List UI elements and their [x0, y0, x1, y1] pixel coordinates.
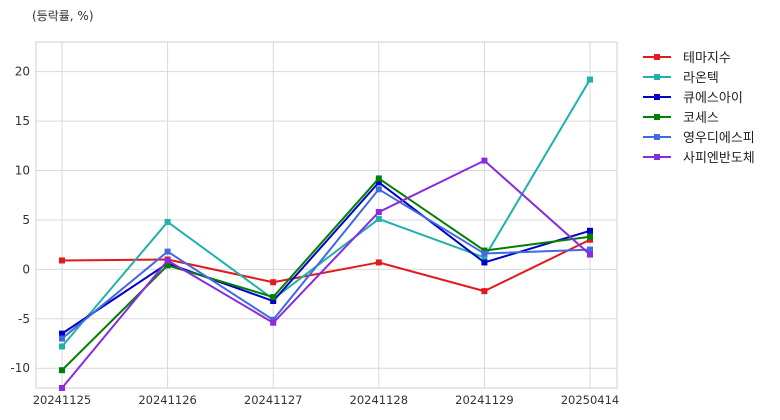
series-line — [61, 159, 591, 389]
data-point — [481, 157, 488, 164]
legend-swatch-marker — [654, 154, 660, 160]
legend-label: 코세스 — [683, 111, 719, 126]
legend-item: 큐에스아이 — [643, 91, 743, 106]
legend-swatch-marker — [654, 54, 660, 60]
data-point — [587, 233, 593, 240]
y-tick-label: -5 — [18, 312, 30, 326]
series-group — [59, 76, 593, 391]
y-tick-label: 20 — [15, 65, 30, 79]
data-point — [59, 257, 65, 264]
data-point — [587, 76, 593, 83]
legend-label: 영우디에스피 — [683, 131, 755, 146]
data-point — [164, 257, 171, 264]
data-point — [59, 335, 65, 342]
data-point — [164, 218, 171, 225]
legend-swatch-marker — [654, 94, 660, 100]
data-point — [481, 288, 488, 295]
data-point — [375, 179, 382, 186]
data-point — [270, 279, 277, 286]
series-1 — [59, 236, 593, 295]
x-tick-label: 20241127 — [244, 393, 303, 407]
data-point — [587, 227, 593, 234]
grid-lines — [36, 42, 617, 388]
legend-item: 테마지수 — [643, 51, 731, 66]
legend-item: 사피엔반도체 — [643, 151, 755, 166]
x-axis: 20241125 20241126 20241127 20241128 20241129… — [33, 393, 620, 407]
data-point — [59, 343, 65, 350]
data-point — [375, 175, 382, 182]
y-tick-label: -10 — [10, 361, 30, 375]
data-point — [164, 262, 171, 269]
unit-note: (등락률, %) — [32, 9, 94, 23]
x-tick-label: 20241128 — [350, 393, 409, 407]
data-point — [375, 186, 382, 193]
y-tick-label: 0 — [22, 262, 30, 276]
y-tick-label: 15 — [15, 114, 30, 128]
data-point — [59, 367, 65, 374]
x-tick-label: 20241125 — [33, 393, 92, 407]
plot-area — [35, 41, 618, 389]
data-point — [164, 248, 171, 255]
data-point — [270, 319, 277, 326]
legend-swatch-marker — [654, 74, 660, 80]
data-point — [59, 330, 65, 337]
series-line — [61, 181, 591, 335]
x-tick-label: 20250414 — [561, 393, 620, 407]
data-point — [59, 385, 65, 391]
y-axis: -10 -5 0 5 10 15 20 — [10, 65, 30, 376]
y-tick-label: 10 — [15, 164, 30, 178]
data-point — [375, 209, 382, 216]
data-point — [481, 254, 488, 261]
series-line — [61, 79, 591, 348]
data-point — [270, 294, 277, 301]
series-6 — [59, 157, 593, 391]
legend-item: 영우디에스피 — [643, 131, 755, 146]
series-line — [61, 188, 591, 340]
legend-label: 사피엔반도체 — [683, 151, 755, 166]
legend-label: 테마지수 — [683, 51, 731, 66]
series-2 — [59, 76, 593, 350]
data-point — [375, 215, 382, 222]
legend-swatch-marker — [654, 134, 660, 140]
legend-item: 코세스 — [643, 111, 719, 126]
legend-label: 큐에스아이 — [683, 91, 743, 106]
data-point — [587, 246, 593, 253]
x-tick-label: 20241129 — [455, 393, 514, 407]
data-point — [375, 259, 382, 266]
data-point — [481, 250, 488, 257]
y-tick-label: 5 — [22, 213, 30, 227]
legend-item: 라온텍 — [643, 71, 719, 86]
series-line — [61, 238, 591, 293]
data-point — [270, 298, 277, 305]
data-point — [587, 251, 593, 258]
legend-label: 라온텍 — [683, 71, 719, 86]
legend-swatch-marker — [654, 114, 660, 120]
data-point — [481, 259, 488, 266]
x-tick-label: 20241126 — [138, 393, 197, 407]
